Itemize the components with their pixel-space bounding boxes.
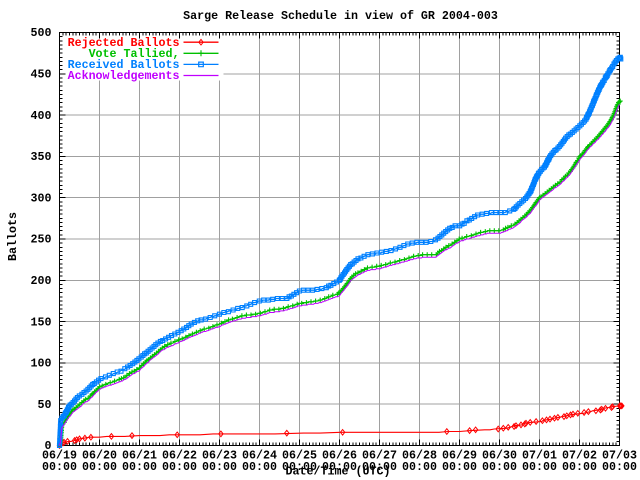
svg-text:200: 200 [31,274,52,288]
svg-text:0: 0 [45,439,52,453]
svg-text:06/20: 06/20 [82,449,117,463]
svg-text:06/19: 06/19 [42,449,77,463]
svg-text:450: 450 [31,68,52,82]
svg-text:06/24: 06/24 [242,449,277,463]
svg-text:06/21: 06/21 [122,449,157,463]
svg-text:00:00: 00:00 [562,460,597,474]
svg-text:Sarge Release Schedule in view: Sarge Release Schedule in view of GR 200… [183,9,498,23]
svg-text:400: 400 [31,109,52,123]
svg-text:00:00: 00:00 [282,460,317,474]
svg-text:06/23: 06/23 [202,449,237,463]
svg-text:100: 100 [31,357,52,371]
svg-text:00:00: 00:00 [82,460,117,474]
svg-text:06/25: 06/25 [282,449,317,463]
svg-text:350: 350 [31,150,52,164]
svg-text:500: 500 [31,26,52,40]
svg-text:300: 300 [31,191,52,205]
svg-text:00:00: 00:00 [602,460,637,474]
svg-text:00:00: 00:00 [362,460,397,474]
svg-text:07/02: 07/02 [562,449,597,463]
svg-text:Ballots: Ballots [6,212,20,261]
svg-text:00:00: 00:00 [442,460,477,474]
svg-text:Date/Time (UTC): Date/Time (UTC) [286,465,391,479]
svg-text:07/01: 07/01 [522,449,557,463]
svg-text:Received Ballots: Received Ballots [68,58,180,72]
svg-text:00:00: 00:00 [402,460,437,474]
svg-text:06/26: 06/26 [322,449,357,463]
svg-text:00:00: 00:00 [122,460,157,474]
svg-text:50: 50 [38,398,52,412]
svg-text:06/27: 06/27 [362,449,397,463]
svg-text:00:00: 00:00 [202,460,237,474]
svg-text:00:00: 00:00 [242,460,277,474]
svg-text:06/29: 06/29 [442,449,477,463]
svg-text:00:00: 00:00 [162,460,197,474]
svg-text:00:00: 00:00 [322,460,357,474]
svg-text:150: 150 [31,315,52,329]
svg-text:00:00: 00:00 [522,460,557,474]
svg-text:07/03: 07/03 [602,449,637,463]
svg-text:06/28: 06/28 [402,449,437,463]
svg-text:06/30: 06/30 [482,449,517,463]
svg-text:Vote Tallied,: Vote Tallied, [89,47,180,61]
svg-text:06/22: 06/22 [162,449,197,463]
svg-text:Acknowledgements: Acknowledgements [68,69,180,83]
svg-text:00:00: 00:00 [482,460,517,474]
svg-text:Rejected Ballots: Rejected Ballots [68,36,180,50]
svg-text:00:00: 00:00 [42,460,77,474]
svg-text:250: 250 [31,233,52,247]
